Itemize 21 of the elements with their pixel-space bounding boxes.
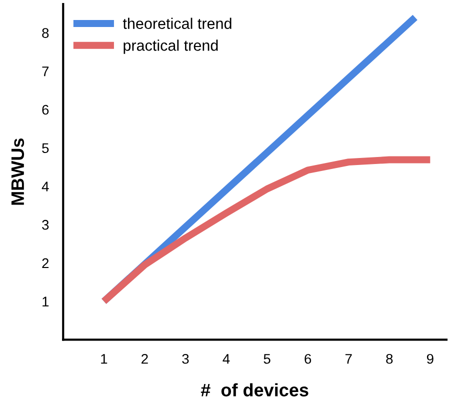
x-tick-label: 7 [345, 354, 352, 364]
y-tick-label: 1 [42, 296, 49, 306]
y-tick-label: 2 [42, 258, 49, 268]
x-tick-label: 3 [182, 354, 189, 364]
y-axis-title: MBWUs [11, 138, 24, 205]
x-tick-label: 9 [426, 354, 434, 364]
x-tick-label: 5 [264, 354, 270, 364]
y-tick-label: 3 [42, 220, 49, 230]
y-tick-label: 8 [42, 28, 49, 38]
x-tick-label: 1 [101, 354, 108, 364]
y-tick-label: 6 [42, 104, 49, 115]
x-tick-label: 6 [304, 354, 312, 364]
x-axis-title: # of devices [200, 383, 308, 396]
x-tick-label: 4 [222, 354, 230, 364]
legend-label: practical trend [124, 40, 218, 54]
y-tick-label: 4 [42, 182, 49, 192]
x-tick-label: 8 [386, 354, 393, 364]
legend-label: theoretical trend [122, 18, 232, 29]
x-tick-label: 2 [142, 354, 148, 364]
y-tick-label: 7 [42, 66, 49, 76]
y-tick-label: 5 [42, 143, 49, 154]
